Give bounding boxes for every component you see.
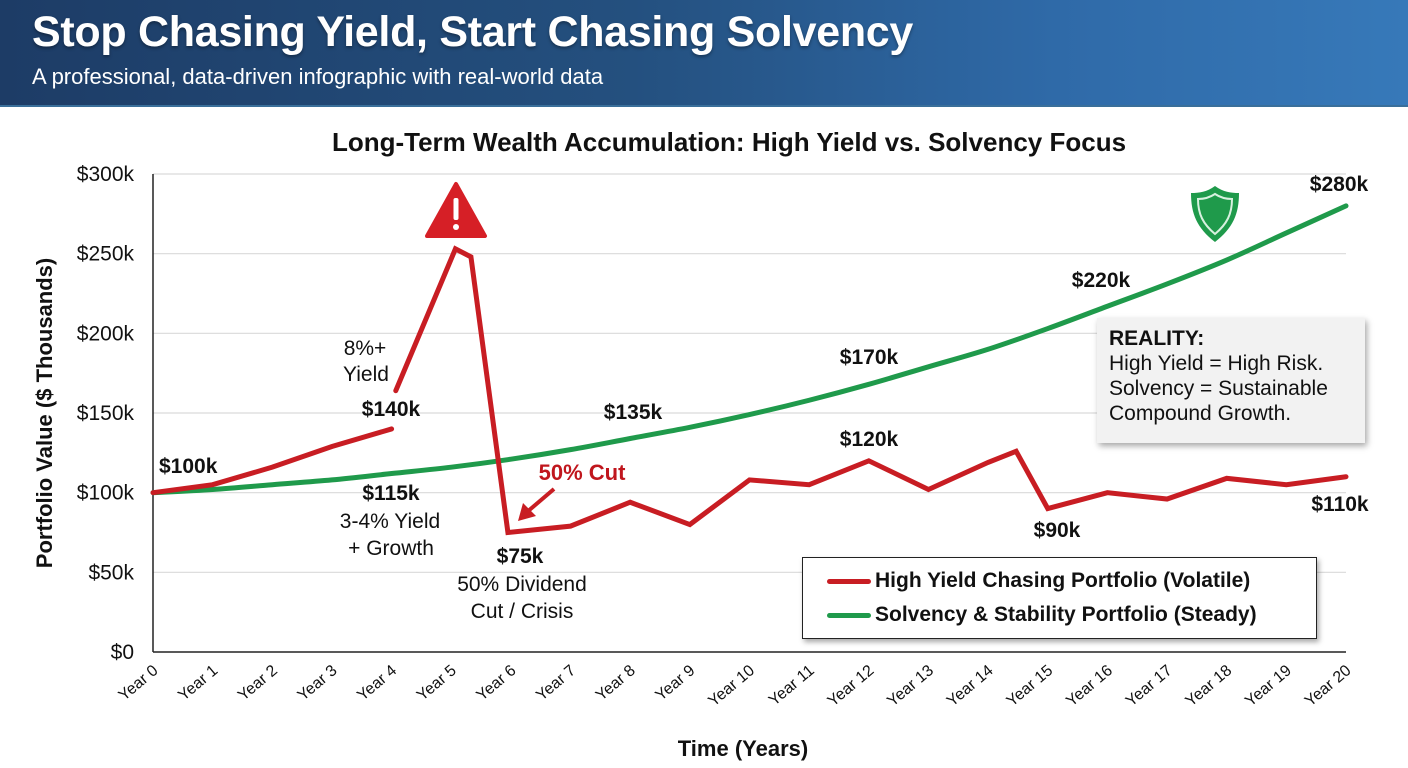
annotation-sv-yield-line2: + Growth <box>348 537 434 560</box>
annotation-crash-value: $75k <box>497 545 544 568</box>
x-tick-label: Year 5 <box>414 662 460 704</box>
x-tick-label: Year 16 <box>1063 662 1116 710</box>
x-tick-label: Year 9 <box>653 662 699 704</box>
legend-item-high-yield: High Yield Chasing Portfolio (Volatile) <box>827 564 1316 598</box>
x-tick-label: Year 13 <box>884 662 937 710</box>
annotation-crash-line2: Cut / Crisis <box>471 600 574 623</box>
annotation-hy-yield-line2: Yield <box>343 363 389 386</box>
annotation-sv-year8-value: $135k <box>604 401 663 424</box>
page-subtitle: A professional, data-driven infographic … <box>32 64 604 89</box>
y-tick-label: $250k <box>77 243 135 266</box>
x-tick-label: Year 3 <box>295 662 341 704</box>
y-tick-label: $50k <box>88 561 134 584</box>
chart-legend: High Yield Chasing Portfolio (Volatile) … <box>802 557 1317 639</box>
x-tick-label: Year 20 <box>1302 662 1355 710</box>
x-tick-label: Year 8 <box>593 662 639 704</box>
x-axis-ticks: Year 0 Year 1 Year 2 Year 3 Year 4 Year 5 Year… <box>116 662 1355 710</box>
x-tick-label: Year 11 <box>766 662 818 709</box>
y-tick-label: $0 <box>111 641 134 664</box>
x-tick-label: Year 18 <box>1183 662 1236 710</box>
arrow-icon <box>518 487 556 521</box>
legend-swatch-green <box>827 612 871 618</box>
annotation-hy-yield-line1: 8%+ <box>344 337 387 360</box>
annotation-sv-year12-value: $170k <box>840 346 899 369</box>
solvency-series-line <box>150 203 1349 496</box>
annotation-cut-label: 50% Cut <box>539 460 626 485</box>
annotation-sv-yield-line1: 3-4% Yield <box>340 510 440 533</box>
reality-line-2: Solvency = Sustainable <box>1109 377 1328 400</box>
annotation-hy-year12-value: $120k <box>840 428 899 451</box>
x-tick-label: Year 4 <box>354 662 400 704</box>
series-lines <box>150 203 1349 536</box>
annotation-hy-year20-value: $110k <box>1311 493 1369 516</box>
x-tick-label: Year 17 <box>1123 662 1176 710</box>
x-tick-label: Year 15 <box>1004 662 1057 710</box>
legend-label: High Yield Chasing Portfolio (Volatile) <box>875 569 1251 592</box>
y-tick-label: $300k <box>77 163 135 186</box>
chart-title: Long-Term Wealth Accumulation: High Yiel… <box>332 127 1126 157</box>
legend-label: Solvency & Stability Portfolio (Steady) <box>875 603 1257 626</box>
annotation-hy-year4-value: $140k <box>362 398 421 421</box>
x-tick-label: Year 0 <box>116 662 162 704</box>
warning-triangle-icon <box>425 182 487 238</box>
high-yield-series-line <box>393 245 1349 536</box>
x-tick-label: Year 2 <box>235 662 281 704</box>
x-axis-label: Time (Years) <box>678 736 808 761</box>
x-tick-label: Year 19 <box>1242 662 1295 710</box>
x-tick-label: Year 14 <box>944 662 997 710</box>
y-tick-label: $150k <box>77 402 135 425</box>
annotation-start-value: $100k <box>159 455 218 478</box>
reality-title: REALITY: <box>1109 327 1205 350</box>
legend-item-solvency: Solvency & Stability Portfolio (Steady) <box>827 598 1316 632</box>
y-tick-label: $100k <box>77 482 135 505</box>
x-tick-label: Year 1 <box>175 662 221 704</box>
x-tick-label: Year 10 <box>705 662 758 710</box>
reality-callout: REALITY: High Yield = High Risk. Solvenc… <box>1097 318 1365 443</box>
reality-line-3: Compound Growth. <box>1109 402 1292 425</box>
annotation-hy-year15-value: $90k <box>1034 519 1081 542</box>
annotation-sv-year4-value: $115k <box>362 482 420 505</box>
x-tick-label: Year 6 <box>474 662 520 704</box>
x-tick-label: Year 12 <box>825 662 878 710</box>
y-axis-ticks: $0 $50k $100k $150k $200k $250k $300k <box>77 163 135 664</box>
y-tick-label: $200k <box>77 322 135 345</box>
legend-swatch-red <box>827 578 871 584</box>
y-axis-label: Portfolio Value ($ Thousands) <box>32 258 57 568</box>
reality-line-1: High Yield = High Risk. <box>1109 352 1324 375</box>
shield-icon <box>1191 186 1239 242</box>
high-yield-series-line <box>150 426 395 496</box>
annotation-sv-year20-value: $280k <box>1310 173 1369 196</box>
x-tick-label: Year 7 <box>533 662 579 704</box>
annotation-crash-line1: 50% Dividend <box>457 573 587 596</box>
annotation-sv-year16-value: $220k <box>1072 269 1131 292</box>
header-banner: Stop Chasing Yield, Start Chasing Solven… <box>0 0 1408 107</box>
page-title: Stop Chasing Yield, Start Chasing Solven… <box>32 8 914 56</box>
